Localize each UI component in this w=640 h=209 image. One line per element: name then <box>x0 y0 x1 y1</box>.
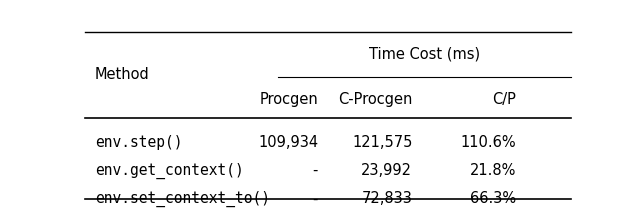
Text: 66.3%: 66.3% <box>470 191 516 206</box>
Text: -: - <box>313 191 318 206</box>
Text: env.step(): env.step() <box>95 135 182 150</box>
Text: Time Cost (ms): Time Cost (ms) <box>369 47 480 61</box>
Text: 72,833: 72,833 <box>362 191 412 206</box>
Text: env.set_context_to(): env.set_context_to() <box>95 191 270 207</box>
Text: Procgen: Procgen <box>259 92 318 107</box>
Text: 23,992: 23,992 <box>362 163 412 178</box>
Text: 121,575: 121,575 <box>352 135 412 150</box>
Text: C/P: C/P <box>493 92 516 107</box>
Text: Method: Method <box>95 68 150 83</box>
Text: -: - <box>313 163 318 178</box>
Text: C-Procgen: C-Procgen <box>338 92 412 107</box>
Text: env.get_context(): env.get_context() <box>95 163 244 179</box>
Text: 21.8%: 21.8% <box>470 163 516 178</box>
Text: 109,934: 109,934 <box>258 135 318 150</box>
Text: 110.6%: 110.6% <box>461 135 516 150</box>
